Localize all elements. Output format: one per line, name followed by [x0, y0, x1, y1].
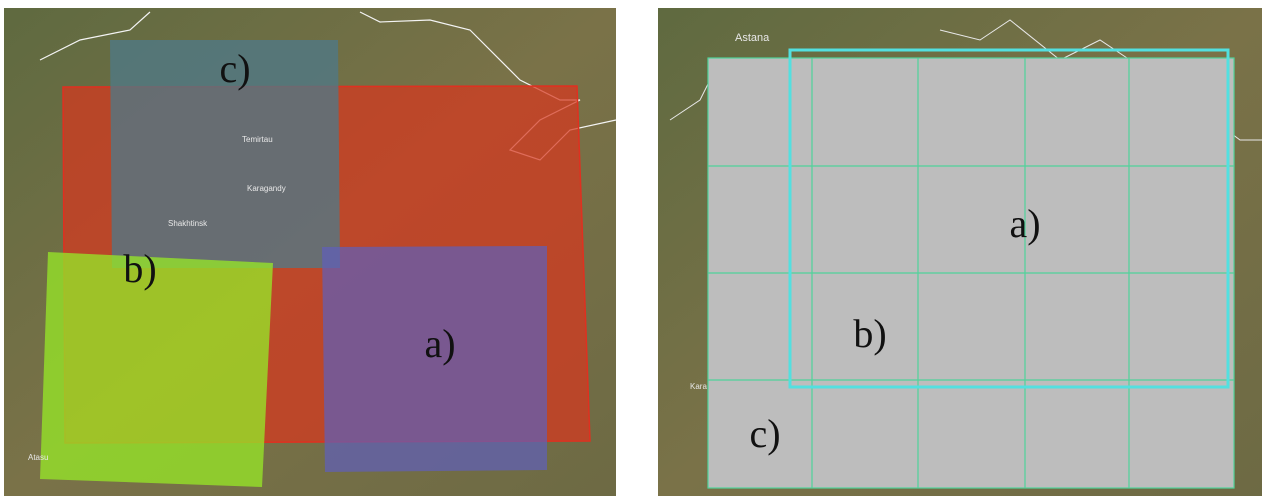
label: a)	[424, 321, 455, 366]
place-name: Astana	[735, 32, 770, 44]
label: b)	[123, 246, 156, 291]
place-name: Kara	[690, 382, 707, 391]
figure: c) b) a) Temirtau Karagandy Shakhtinsk A…	[0, 0, 1266, 498]
right-map: a) b) c) Astana Kara	[658, 8, 1262, 496]
place-name: Temirtau	[242, 135, 273, 144]
place-name: Atasu	[28, 453, 48, 462]
label: b)	[853, 311, 886, 356]
left-map: c) b) a) Temirtau Karagandy Shakhtinsk A…	[4, 8, 616, 496]
label: c)	[749, 411, 780, 456]
label: a)	[1009, 201, 1040, 246]
place-name: Karagandy	[247, 184, 286, 193]
label: c)	[219, 46, 250, 91]
place-name: Shakhtinsk	[168, 219, 208, 228]
